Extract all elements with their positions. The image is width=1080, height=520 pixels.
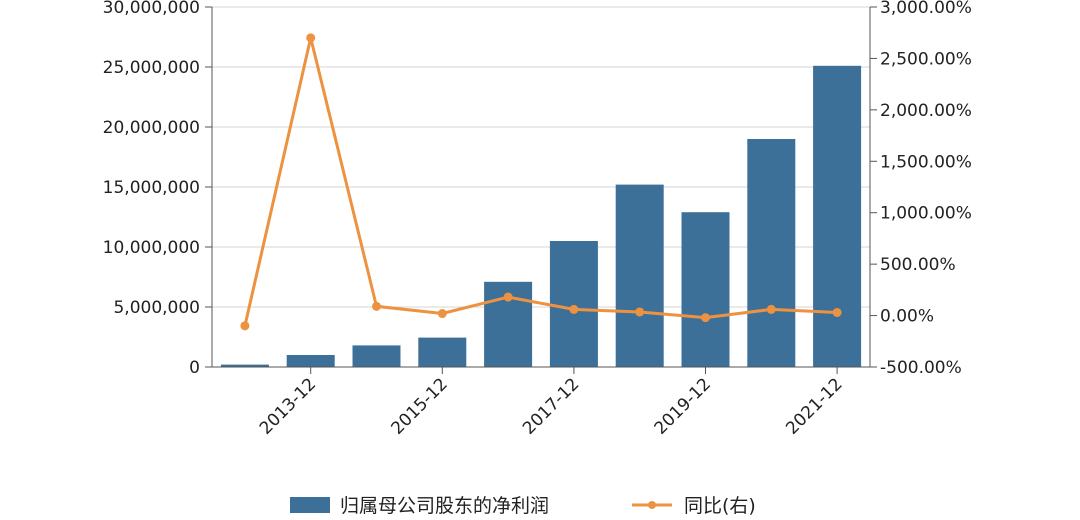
y-left-tick-label: 10,000,000 (103, 238, 200, 258)
y-left-tick-label: 5,000,000 (113, 298, 200, 318)
x-tick-label: 2021-12 (782, 374, 846, 438)
bar-series (220, 65, 862, 368)
y-right-tick-label: -500.00% (880, 358, 962, 378)
line-point (701, 313, 710, 323)
bar (220, 364, 269, 367)
y-left-tick-label: 25,000,000 (103, 58, 200, 78)
x-tick-label: 2013-12 (256, 374, 320, 438)
y-left-tick-label: 30,000,000 (103, 0, 200, 18)
line-point (766, 304, 776, 314)
line-path (243, 36, 838, 327)
y-right-tick-label: 1,500.00% (880, 152, 972, 172)
y-left-tick-label: 20,000,000 (103, 118, 200, 138)
y-right-tick-label: 2,500.00% (880, 49, 972, 69)
line-point (832, 307, 842, 317)
line-point (437, 309, 447, 319)
bar (747, 139, 796, 367)
line-point (503, 292, 513, 302)
line-series (240, 33, 842, 331)
x-tick-label: 2017-12 (519, 374, 583, 438)
y-right-tick-label: 0.00% (880, 307, 934, 327)
line-point (240, 321, 250, 331)
line-point (635, 307, 645, 317)
y-right-tick-label: 1,000.00% (880, 204, 972, 224)
bar (418, 337, 467, 367)
line-point (569, 304, 579, 314)
y-right-tick-label: 2,000.00% (880, 101, 972, 121)
line-point (372, 301, 381, 311)
bar (681, 212, 730, 367)
y-left-tick-label: 0 (189, 358, 200, 378)
y-left-tick-label: 15,000,000 (103, 178, 200, 198)
legend-line-label: 同比(右) (684, 495, 756, 517)
y-right-tick-label: 500.00% (880, 255, 956, 275)
bar (549, 241, 598, 367)
bar (615, 184, 664, 367)
legend-bar-label: 归属母公司股东的净利润 (340, 495, 549, 517)
line-point (306, 33, 316, 43)
bar (286, 355, 335, 367)
x-tick-label: 2019-12 (651, 374, 715, 438)
legend: 归属母公司股东的净利润 同比(右) (290, 495, 756, 517)
x-tick-label: 2015-12 (387, 374, 451, 438)
bar (352, 345, 401, 367)
y-right-tick-label: 3,000.00% (880, 0, 972, 18)
bar (813, 65, 862, 368)
legend-line-marker (648, 501, 656, 509)
legend-bar-swatch (290, 497, 330, 513)
